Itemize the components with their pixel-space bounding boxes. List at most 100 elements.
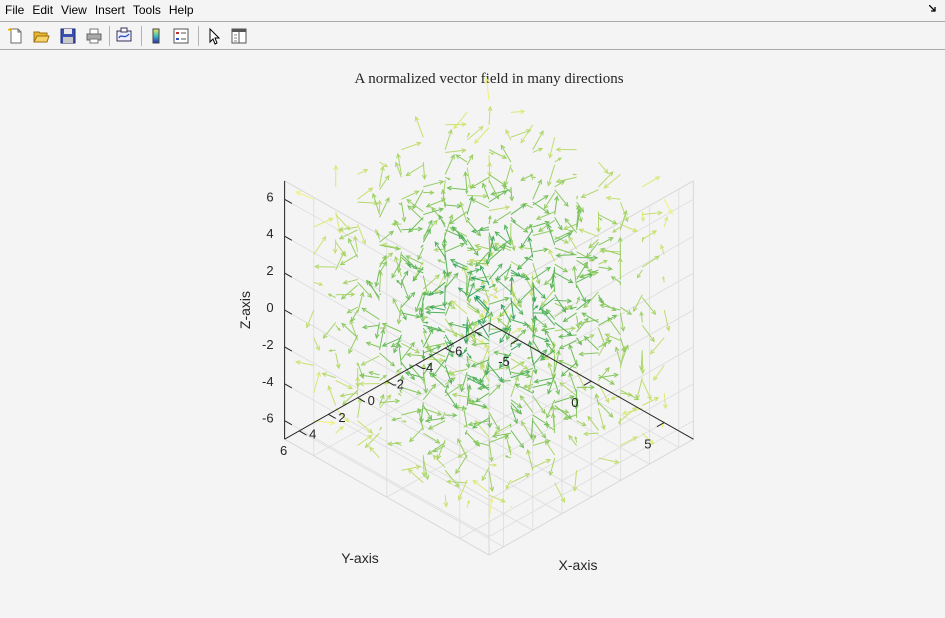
- new-figure-icon[interactable]: [7, 27, 25, 45]
- vector-arrowhead: [649, 349, 655, 355]
- vector-arrowhead: [316, 371, 321, 377]
- vector-arrowhead: [503, 224, 509, 230]
- vector-arrow: [425, 417, 446, 422]
- menu-view[interactable]: View: [61, 3, 87, 17]
- vector-arrowhead: [543, 247, 549, 253]
- vector-arrowhead: [449, 259, 456, 264]
- vector-arrow: [342, 389, 358, 405]
- vector-arrow: [496, 266, 512, 281]
- vector-arrowhead: [478, 125, 484, 131]
- vector-arrowhead: [482, 193, 489, 199]
- vector-arrowhead: [493, 350, 499, 356]
- vector-arrowhead: [546, 223, 552, 230]
- vector-arrow: [449, 211, 468, 225]
- vector-arrowhead: [520, 420, 526, 427]
- print-icon[interactable]: [85, 27, 103, 45]
- vector-arrow: [379, 255, 387, 268]
- vector-arrowhead: [626, 310, 633, 315]
- link-plot-icon[interactable]: [115, 27, 133, 45]
- menu-insert[interactable]: Insert: [94, 3, 125, 17]
- vector-arrowhead: [421, 471, 427, 478]
- vector-arrow: [510, 319, 528, 326]
- vector-arrow: [603, 174, 621, 189]
- vector-arrow: [663, 392, 667, 409]
- save-icon[interactable]: [59, 27, 77, 45]
- vector-arrow: [422, 162, 426, 179]
- vector-arrow: [532, 334, 550, 342]
- vector-arrowhead: [396, 319, 402, 325]
- vector-arrow: [471, 277, 490, 283]
- vector-arrow: [357, 169, 368, 175]
- vector-arrowhead: [386, 394, 392, 400]
- vector-arrowhead: [337, 327, 341, 332]
- vector-arrow: [445, 123, 466, 126]
- vector-arrowhead: [447, 128, 453, 135]
- colorbar-icon[interactable]: [147, 27, 165, 45]
- vector-arrow: [491, 189, 512, 195]
- vector-arrowhead: [608, 412, 614, 418]
- vector-arrow: [471, 359, 490, 367]
- vector-arrowhead: [575, 323, 581, 329]
- vector-arrowhead: [436, 411, 443, 416]
- vector-arrowhead: [468, 154, 474, 160]
- vector-arrowhead: [398, 202, 401, 205]
- vector-arrowhead: [562, 317, 569, 323]
- vector-arrow: [432, 455, 446, 468]
- menu-file[interactable]: File: [5, 3, 25, 17]
- vector-arrowhead: [649, 336, 655, 343]
- vector-arrowhead: [474, 268, 481, 273]
- vector-arrowhead: [475, 261, 481, 268]
- vector-arrow: [467, 194, 488, 197]
- vector-arrowhead: [533, 176, 537, 179]
- menu-tools[interactable]: Tools: [132, 3, 161, 17]
- vector-arrow: [576, 251, 594, 262]
- vector-arrow: [466, 355, 470, 368]
- vector-arrow: [549, 457, 556, 476]
- vector-arrow: [653, 365, 665, 381]
- quiver-plot[interactable]: -5 0 5 -6 -4 -2 0 2 4 6 -6 -4 -2 0 2 4 6 X-axis Y-axis Z-ax…: [0, 49, 945, 618]
- menu-edit[interactable]: Edit: [32, 3, 54, 17]
- vector-arrow: [532, 414, 549, 426]
- vector-arrowhead: [416, 270, 421, 273]
- vector-arrowhead: [547, 181, 552, 187]
- vector-arrow: [488, 311, 508, 322]
- vector-arrow: [379, 244, 400, 250]
- vector-arrow: [532, 359, 537, 374]
- vector-arrow: [466, 167, 472, 189]
- vector-arrowhead: [488, 456, 494, 463]
- vector-arrow: [554, 299, 572, 302]
- vector-arrowhead: [568, 278, 574, 284]
- vector-arrow: [488, 179, 500, 200]
- x-tick-label: -5: [498, 354, 510, 369]
- vector-arrowhead: [412, 276, 418, 282]
- vector-arrowhead: [503, 353, 509, 359]
- dock-arrow-icon[interactable]: [929, 5, 936, 12]
- legend-icon[interactable]: [172, 27, 190, 45]
- vector-arrow: [407, 264, 424, 271]
- vector-arrowhead: [586, 252, 591, 258]
- vector-arrowhead: [606, 339, 613, 345]
- vector-arrowhead: [555, 389, 561, 396]
- vector-arrowhead: [491, 152, 495, 155]
- vector-arrow: [445, 328, 465, 338]
- vector-arrowhead: [453, 272, 459, 278]
- vector-arrowhead: [622, 209, 628, 216]
- vector-arrow: [450, 259, 468, 268]
- vector-arrowhead: [586, 268, 593, 274]
- vector-arrow: [401, 362, 415, 380]
- vector-arrowhead: [424, 474, 430, 481]
- vector-arrow: [422, 220, 433, 240]
- vector-arrow: [488, 464, 497, 466]
- menu-help[interactable]: Help: [168, 3, 194, 17]
- vector-arrowhead: [405, 352, 412, 358]
- vector-arrow: [554, 189, 569, 207]
- open-file-icon[interactable]: [32, 27, 50, 45]
- vector-arrow: [500, 145, 512, 163]
- pointer-icon[interactable]: [205, 27, 223, 45]
- vector-arrow: [362, 324, 380, 329]
- vector-arrow: [510, 277, 513, 295]
- property-inspector-icon[interactable]: [230, 27, 248, 45]
- vector-arrow: [510, 358, 528, 370]
- vector-arrow: [488, 365, 503, 382]
- vector-arrowhead: [340, 250, 345, 257]
